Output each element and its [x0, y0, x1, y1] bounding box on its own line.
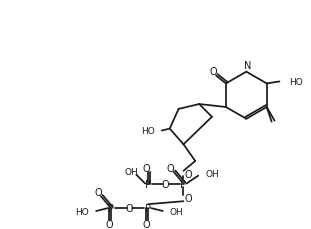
Text: O: O: [184, 169, 192, 179]
Text: O: O: [142, 219, 150, 229]
Text: O: O: [142, 163, 150, 173]
Text: P: P: [145, 179, 151, 189]
Text: P: P: [180, 179, 187, 189]
Text: OH: OH: [125, 168, 138, 177]
Text: OH: OH: [205, 169, 219, 178]
Text: O: O: [94, 188, 102, 198]
Text: O: O: [105, 219, 113, 229]
Text: O: O: [167, 163, 174, 173]
Text: OH: OH: [170, 207, 183, 215]
Text: O: O: [184, 194, 192, 203]
Text: HO: HO: [141, 126, 155, 135]
Text: N: N: [244, 60, 251, 71]
Text: P: P: [145, 203, 151, 213]
Text: O: O: [162, 179, 169, 189]
Text: HO: HO: [76, 207, 89, 215]
Text: O: O: [209, 66, 217, 76]
Text: O: O: [126, 203, 133, 213]
Text: P: P: [108, 203, 114, 213]
Text: HO: HO: [289, 78, 303, 87]
